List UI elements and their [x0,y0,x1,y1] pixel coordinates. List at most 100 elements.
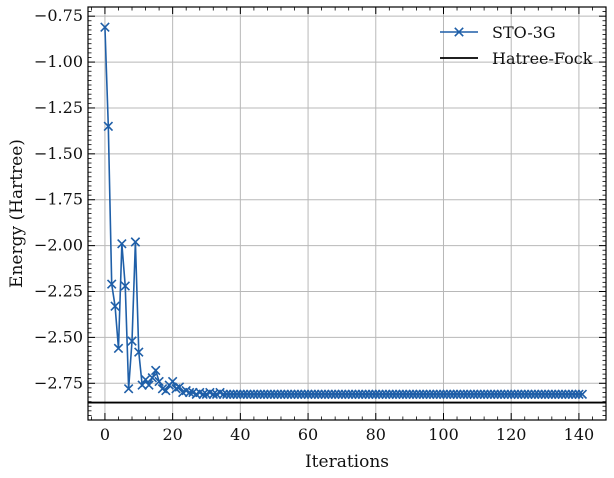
data-point [117,239,127,249]
data-point [394,389,405,400]
y-tick-label: −2.50 [34,327,83,346]
data-point [228,389,239,400]
data-point [259,389,269,400]
data-point [310,389,320,400]
data-point [147,373,158,383]
data-point [303,389,313,400]
legend-label-sto3g: STO-3G [492,23,556,42]
data-point [272,389,283,400]
data-point [198,389,208,400]
data-point [442,389,452,400]
data-point [523,389,533,400]
data-point [499,389,510,400]
data-point [408,389,418,400]
data-point [496,389,506,400]
data-point [255,389,266,400]
y-tick-label: −2.75 [34,373,83,392]
data-point [150,365,161,376]
y-tick-label: −0.75 [34,6,83,25]
x-tick-label: 140 [564,425,595,444]
x-tick-label: 0 [100,425,110,444]
data-point [533,389,544,400]
data-point [235,389,246,400]
data-point [350,389,361,400]
data-point [438,389,449,400]
data-point [398,389,408,400]
data-point [120,281,131,291]
data-point [282,389,293,400]
data-point [242,389,252,400]
y-tick-label: −1.75 [34,190,83,209]
data-point [245,389,256,400]
data-point [320,389,330,400]
data-point [428,389,439,400]
data-point [367,389,378,400]
data-point [479,389,489,400]
data-point [506,389,516,400]
x-tick-label: 20 [162,425,182,444]
data-point [452,389,462,400]
data-point [557,389,567,400]
plot-frame [87,6,607,421]
x-tick-label: 100 [428,425,459,444]
data-point [266,389,276,400]
data-point [225,389,235,400]
data-point [553,389,564,400]
data-point [252,389,263,400]
data-point [526,389,537,400]
data-point [306,389,317,400]
data-point [127,336,137,346]
data-point [459,389,469,400]
data-point [123,384,134,394]
data-point [269,389,279,400]
y-tick-label: −1.25 [34,98,83,117]
data-point [286,389,296,400]
x-tick-label: 60 [298,425,318,444]
legend: STO-3G Hatree-Fock [440,23,593,68]
legend-item-hartree-fock: Hatree-Fock [440,49,593,68]
grid [88,7,606,420]
x-axis-label: Iterations [305,452,389,472]
data-point [387,389,398,400]
data-point [357,389,368,400]
data-point [337,389,347,400]
data-point [354,389,364,400]
data-point [435,389,445,400]
data-point [279,389,290,400]
data-point [570,389,581,400]
data-point [364,389,374,400]
ticks: 0 20 40 60 80 100 120 140 −0.75 −1.00 −1.25 −1.50 −1… [34,6,606,444]
data-point [249,389,259,400]
data-point [540,389,550,400]
data-point [137,380,147,390]
series-layer [88,22,606,404]
data-point [106,279,117,289]
data-point [513,389,523,400]
data-point [445,389,456,400]
data-point [144,380,154,390]
data-point [492,389,503,400]
sto3g-line [104,27,583,396]
data-point [543,389,554,400]
data-point [293,389,303,400]
x-tick-label: 80 [366,425,386,444]
data-point [299,389,310,400]
data-point [465,389,476,400]
data-point [519,389,530,400]
data-point [313,389,323,400]
data-point [431,389,442,400]
data-point [208,389,219,400]
y-tick-label: −1.50 [34,144,83,163]
data-point [103,121,114,132]
data-point [326,389,337,400]
data-point [455,389,466,400]
data-point [415,389,425,400]
data-point [130,237,141,247]
data-point [472,389,483,400]
data-point [232,389,242,400]
data-point [360,389,371,400]
data-point [113,343,124,354]
data-point [486,389,496,400]
data-point [296,389,307,400]
